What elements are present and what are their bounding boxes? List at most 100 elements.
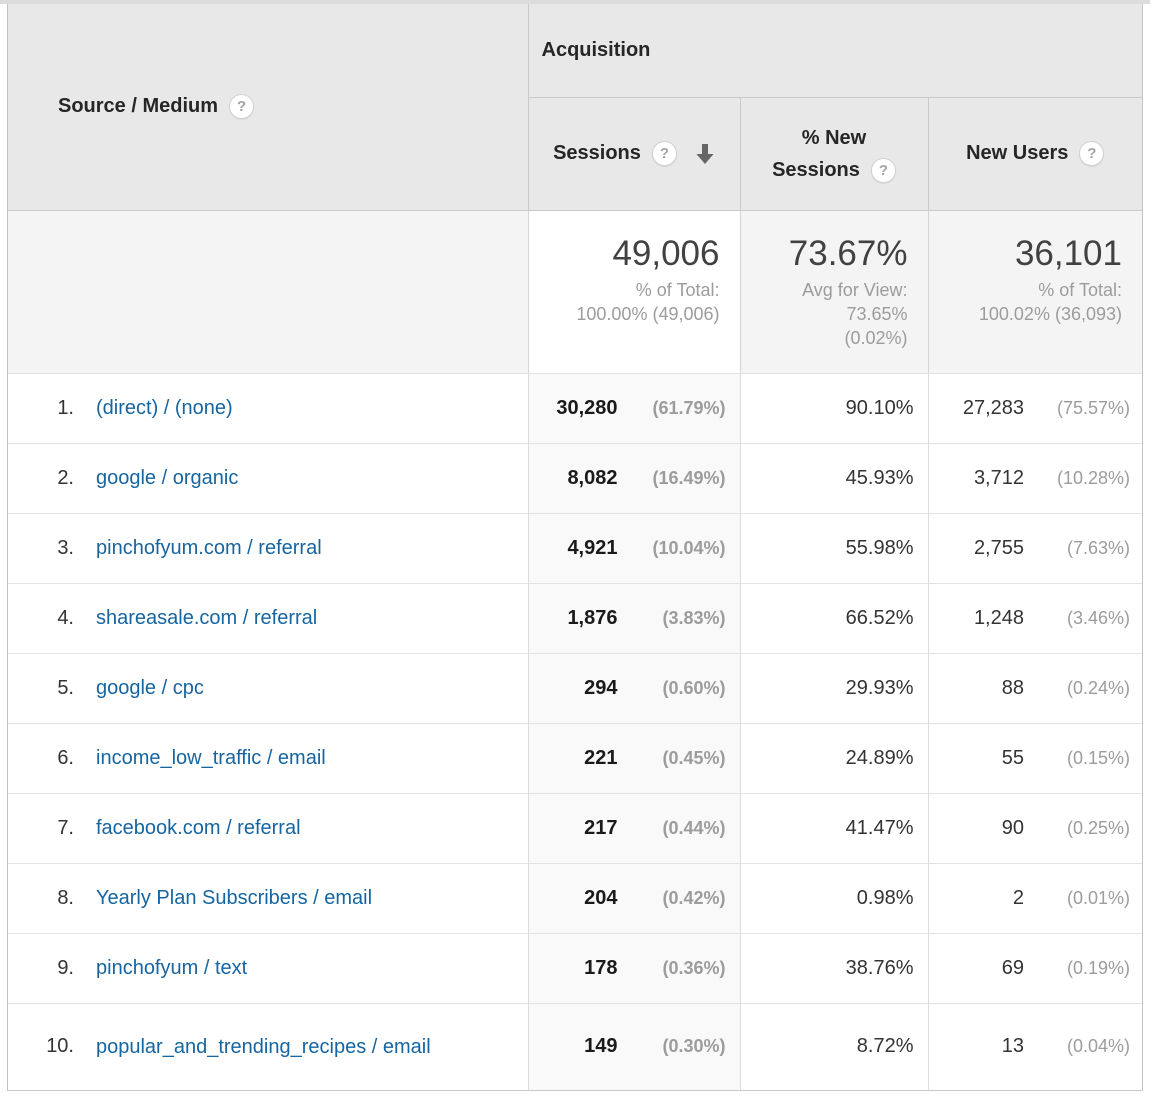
- new-users-column-header[interactable]: New Users?: [927, 97, 1142, 211]
- new-users-value: 55: [1001, 746, 1024, 769]
- table-row: 5. google / cpc 294 (0.60%) 29.93% 88 (0…: [8, 652, 1142, 723]
- pct-new-sessions-value: 29.93%: [845, 676, 914, 699]
- new-users-percent: (7.63%): [1066, 537, 1130, 558]
- new-users-cell: 1,248 (3.46%): [927, 582, 1142, 653]
- summary-row: 49,006 % of Total: 100.00% (49,006) 73.6…: [8, 210, 1142, 374]
- new-users-value: 1,248: [973, 606, 1024, 629]
- sessions-cell: 30,280 (61.79%): [527, 372, 740, 443]
- new-users-cell: 13 (0.04%): [927, 1002, 1142, 1090]
- sessions-total-value: 49,006: [612, 233, 720, 273]
- sessions-total-caption: % of Total:: [635, 279, 720, 300]
- pct-new-sessions-avg-detail: 73.65%: [846, 303, 908, 324]
- source-medium-column-header[interactable]: Source / Medium?: [8, 4, 529, 211]
- pct-new-sessions-avg-delta: (0.02%): [844, 327, 908, 348]
- table-row: 10. popular_and_trending_recipes / email…: [8, 1002, 1142, 1090]
- pct-new-sessions-avg-caption: Avg for View:: [802, 279, 908, 300]
- pct-new-sessions-value: 38.76%: [845, 956, 914, 979]
- new-users-value: 88: [1001, 676, 1024, 699]
- table-row: 7. facebook.com / referral 217 (0.44%) 4…: [8, 792, 1142, 863]
- summary-dimension-cell: [8, 210, 528, 374]
- pct-new-sessions-cell: 45.93%: [739, 442, 928, 513]
- help-icon[interactable]: ?: [229, 94, 255, 120]
- source-medium-link[interactable]: facebook.com / referral: [96, 817, 301, 839]
- table-row: 6. income_low_traffic / email 221 (0.45%…: [8, 722, 1142, 793]
- source-medium-link[interactable]: popular_and_trending_recipes / email: [96, 1035, 431, 1058]
- row-rank: 4.: [57, 606, 74, 629]
- sessions-value: 178: [584, 956, 618, 979]
- pct-new-sessions-value: 8.72%: [856, 1035, 914, 1058]
- source-medium-link[interactable]: pinchofyum.com / referral: [96, 537, 322, 559]
- sessions-percent: (0.30%): [662, 1036, 726, 1057]
- source-medium-link[interactable]: income_low_traffic / email: [96, 747, 326, 769]
- source-medium-cell: 1. (direct) / (none): [8, 372, 528, 443]
- sessions-percent: (0.45%): [662, 747, 726, 768]
- new-users-cell: 55 (0.15%): [927, 722, 1142, 793]
- sessions-percent: (0.44%): [662, 817, 726, 838]
- new-users-total-detail: 100.02% (36,093): [978, 303, 1122, 324]
- row-rank: 3.: [57, 536, 74, 559]
- new-users-value: 90: [1001, 816, 1024, 839]
- new-users-percent: (3.46%): [1066, 607, 1130, 628]
- sessions-cell: 294 (0.60%): [527, 652, 740, 723]
- table-row: 1. (direct) / (none) 30,280 (61.79%) 90.…: [8, 372, 1142, 443]
- new-users-cell: 2 (0.01%): [927, 862, 1142, 933]
- sessions-cell: 178 (0.36%): [527, 932, 740, 1003]
- help-icon[interactable]: ?: [870, 157, 896, 183]
- pct-new-sessions-value: 24.89%: [845, 746, 914, 769]
- table-row: 8. Yearly Plan Subscribers / email 204 (…: [8, 862, 1142, 933]
- new-users-cell: 27,283 (75.57%): [927, 372, 1142, 443]
- source-medium-link[interactable]: Yearly Plan Subscribers / email: [96, 887, 373, 909]
- table-row: 2. google / organic 8,082 (16.49%) 45.93…: [8, 442, 1142, 513]
- new-users-cell: 2,755 (7.63%): [927, 512, 1142, 583]
- summary-new-users-cell: 36,101 % of Total: 100.02% (36,093): [927, 210, 1142, 374]
- new-users-cell: 3,712 (10.28%): [927, 442, 1142, 513]
- sessions-value: 217: [584, 816, 618, 839]
- new-users-percent: (0.15%): [1066, 747, 1130, 768]
- pct-new-sessions-value: 45.93%: [845, 466, 914, 489]
- source-medium-link[interactable]: google / cpc: [96, 677, 204, 699]
- pct-new-sessions-column-header[interactable]: % New Sessions?: [739, 97, 928, 211]
- pct-new-sessions-cell: 90.10%: [739, 372, 928, 443]
- help-icon[interactable]: ?: [1079, 141, 1105, 166]
- sessions-column-header[interactable]: Sessions?: [528, 97, 740, 211]
- sessions-value: 4,921: [567, 536, 618, 559]
- sessions-total-detail: 100.00% (49,006): [576, 303, 720, 324]
- source-medium-cell: 4. shareasale.com / referral: [8, 582, 528, 653]
- row-rank: 10.: [46, 1035, 74, 1058]
- sort-descending-icon: [696, 143, 714, 164]
- new-users-percent: (10.28%): [1056, 467, 1130, 488]
- new-users-total-caption: % of Total:: [1038, 279, 1122, 300]
- new-users-value: 69: [1001, 956, 1024, 979]
- new-users-percent: (0.01%): [1066, 887, 1130, 908]
- table-row: 3. pinchofyum.com / referral 4,921 (10.0…: [8, 512, 1142, 583]
- table-body: 49,006 % of Total: 100.00% (49,006) 73.6…: [8, 210, 1142, 1090]
- summary-pct-new-sessions-cell: 73.67% Avg for View: 73.65% (0.02%): [739, 210, 928, 374]
- pct-new-sessions-cell: 24.89%: [739, 722, 928, 793]
- pct-new-sessions-avg-value: 73.67%: [788, 233, 908, 273]
- pct-new-sessions-cell: 66.52%: [739, 582, 928, 653]
- source-medium-cell: 9. pinchofyum / text: [8, 932, 528, 1003]
- new-users-value: 2: [1012, 886, 1024, 909]
- sessions-cell: 4,921 (10.04%): [527, 512, 740, 583]
- sessions-percent: (0.36%): [662, 957, 726, 978]
- new-users-total-value: 36,101: [1014, 233, 1122, 273]
- pct-new-sessions-cell: 41.47%: [739, 792, 928, 863]
- pct-new-sessions-cell: 55.98%: [739, 512, 928, 583]
- sessions-value: 221: [584, 746, 618, 769]
- new-users-value: 13: [1001, 1035, 1024, 1058]
- sessions-cell: 204 (0.42%): [527, 862, 740, 933]
- row-rank: 7.: [57, 816, 74, 839]
- source-medium-link[interactable]: shareasale.com / referral: [96, 607, 318, 629]
- help-icon[interactable]: ?: [651, 141, 677, 166]
- source-medium-link[interactable]: google / organic: [96, 467, 239, 489]
- source-medium-cell: 5. google / cpc: [8, 652, 528, 723]
- table-row: 9. pinchofyum / text 178 (0.36%) 38.76% …: [8, 932, 1142, 1003]
- sessions-percent: (61.79%): [652, 397, 726, 418]
- source-medium-link[interactable]: (direct) / (none): [96, 397, 233, 419]
- source-medium-link[interactable]: pinchofyum / text: [96, 957, 248, 979]
- new-users-percent: (75.57%): [1056, 397, 1130, 418]
- source-medium-cell: 3. pinchofyum.com / referral: [8, 512, 528, 583]
- new-users-percent: (0.19%): [1066, 957, 1130, 978]
- sessions-header-label: Sessions: [553, 142, 641, 164]
- row-rank: 5.: [57, 676, 74, 699]
